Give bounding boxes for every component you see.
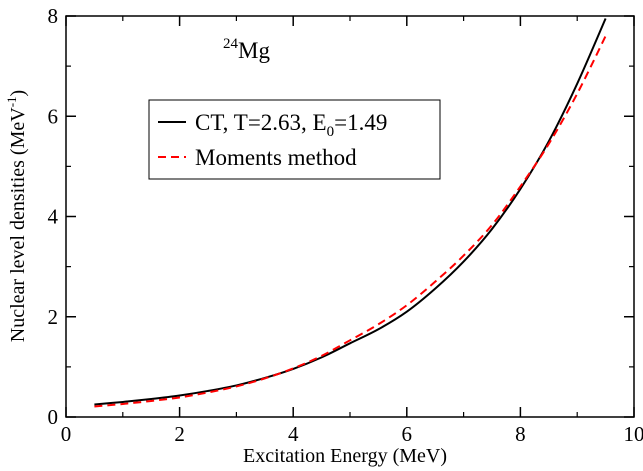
- legend-ct-prefix: CT, T=2.63, E: [195, 110, 327, 135]
- nucleus-annotation: 24Mg: [223, 36, 270, 63]
- y-tick-label: 2: [48, 305, 59, 329]
- series-line-ct: [94, 18, 607, 406]
- y-axis-label-main: Nuclear level densities (MeV: [7, 107, 29, 342]
- legend: CT, T=2.63, E0=1.49 Moments method: [148, 99, 441, 180]
- legend-ct-subscript: 0: [327, 124, 335, 140]
- legend-label-moments: Moments method: [195, 145, 357, 170]
- legend-box: [148, 99, 441, 180]
- x-tick-label: 2: [174, 422, 185, 446]
- y-axis-label-close: ): [7, 90, 29, 97]
- nucleus-mass-number: 24: [223, 36, 239, 52]
- legend-label-ct: CT, T=2.63, E0=1.49: [195, 110, 387, 140]
- x-axis-label: Excitation Energy (MeV): [243, 445, 447, 467]
- y-tick-label: 6: [48, 104, 59, 128]
- y-axis-label-sup: -1: [4, 96, 19, 107]
- x-tick-label: 8: [515, 422, 526, 446]
- y-tick-label: 4: [48, 205, 59, 229]
- axis-ticks: [65, 15, 635, 418]
- x-tick-label: 0: [61, 422, 72, 446]
- x-tick-label: 6: [402, 422, 413, 446]
- y-axis-label: Nuclear level densities (MeV-1): [4, 90, 29, 342]
- x-tick-label: 4: [288, 422, 299, 446]
- data-series: [94, 18, 607, 408]
- x-tick-label: 10: [624, 422, 643, 446]
- y-tick-label: 0: [48, 405, 59, 429]
- plot-area-frame: [65, 15, 635, 418]
- series-line-moments: [94, 35, 607, 408]
- legend-ct-suffix: =1.49: [334, 110, 387, 135]
- y-tick-label: 8: [48, 4, 59, 28]
- nucleus-symbol: Mg: [238, 38, 270, 63]
